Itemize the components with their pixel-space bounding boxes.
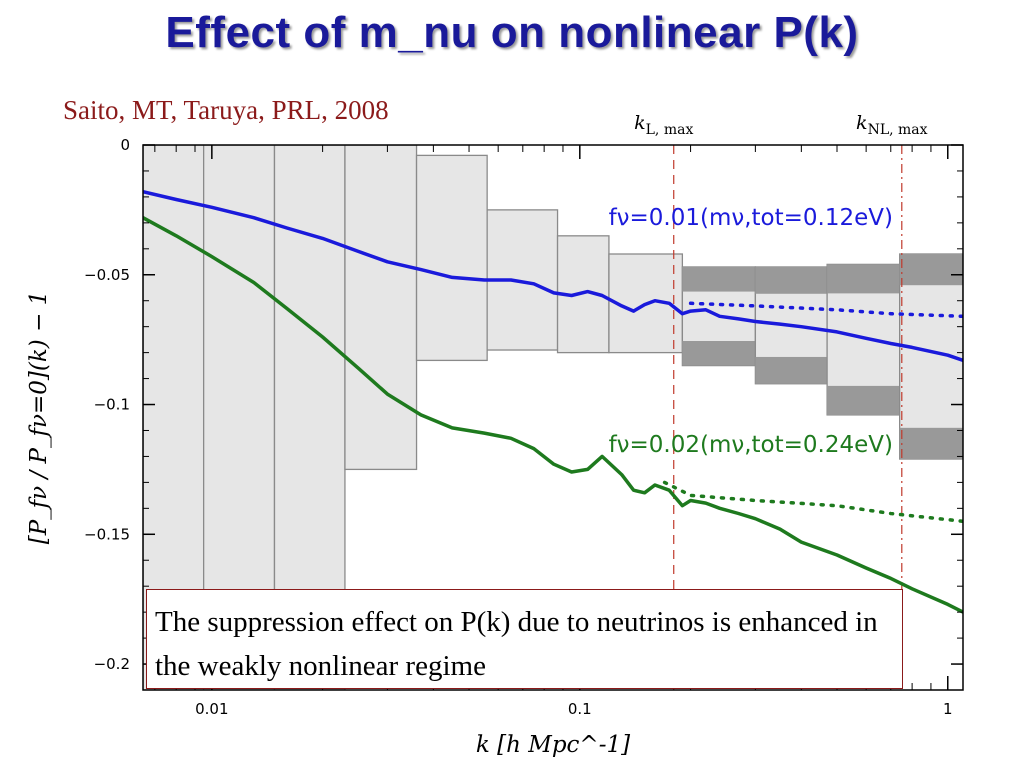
error-bin-cap-bottom-11 [827, 385, 900, 415]
error-bin-4 [344, 145, 418, 471]
slide-title: Effect of m_nu on nonlinear P(k) [165, 8, 859, 57]
error-bin-5 [415, 154, 488, 362]
series-line-1 [143, 189, 963, 363]
error-bin-cap-bottom-9 [682, 340, 756, 366]
x-tick-label-1: 0.01 [195, 700, 228, 718]
series-label-1: fν=0.01(mν,tot=0.12eV) [609, 205, 893, 231]
x-tick-label-3: 1 [943, 700, 953, 718]
series-line-3 [143, 215, 963, 614]
y-tick-label-2: −0.05 [84, 266, 130, 284]
x-axis-label: k [h Mpc^-1] [476, 732, 630, 758]
error-bin-cap-top-10 [755, 266, 828, 294]
x-tick-label-2: 0.1 [568, 700, 592, 718]
series-label-2: fν=0.02(mν,tot=0.24eV) [609, 432, 893, 458]
series-dotted-2 [688, 301, 963, 319]
vline-label-1: kL, max [634, 112, 693, 138]
note-box: The suppression effect on P(k) due to ne… [146, 589, 903, 689]
y-tick-label-4: −0.15 [84, 525, 130, 543]
error-bin-cap-top-11 [827, 264, 900, 294]
error-bin-cap-bottom-10 [755, 356, 828, 384]
y-axis-label: [P_fν / P_fν=0](k) − 1 [26, 291, 52, 545]
plot-frame [142, 144, 964, 691]
y-tick-label-1: 0 [120, 136, 130, 154]
series-dotted-4 [662, 480, 963, 524]
vline-label-2: kNL, max [856, 112, 928, 138]
citation: Saito, MT, Taruya, PRL, 2008 [63, 95, 389, 125]
error-bin-cap-bottom-12 [899, 427, 963, 460]
note-text: The suppression effect on P(k) due to ne… [155, 606, 878, 682]
error-bin-cap-top-9 [682, 266, 756, 292]
y-tick-label-3: −0.1 [94, 396, 130, 414]
y-tick-label-5: −0.2 [94, 655, 130, 673]
error-bin-cap-top-12 [899, 254, 963, 286]
